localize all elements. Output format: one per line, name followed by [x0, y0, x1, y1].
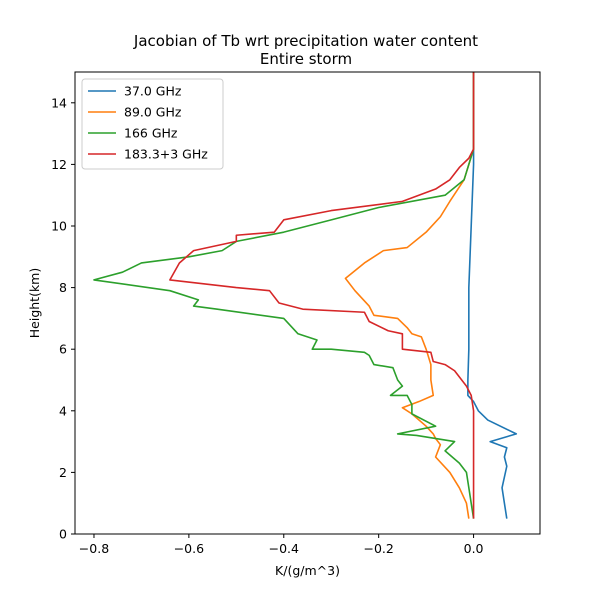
chart-title: Jacobian of Tb wrt precipitation water c… [133, 32, 478, 50]
x-tick-label: −0.2 [363, 541, 393, 556]
x-tick-label: 0.0 [464, 541, 484, 556]
y-tick-label: 2 [59, 465, 67, 480]
y-tick-label: 4 [59, 403, 67, 418]
legend-label-2: 166 GHz [124, 126, 178, 141]
x-tick-label: −0.4 [269, 541, 299, 556]
y-tick-label: 14 [51, 95, 67, 110]
x-axis: −0.8 −0.6 −0.4 −0.2 0.0 [79, 534, 484, 556]
series-line-3 [169, 72, 475, 519]
y-tick-label: 0 [59, 527, 67, 542]
plot-frame [74, 71, 541, 535]
x-tick-label: −0.8 [79, 541, 109, 556]
x-axis-label: K/(g/m^3) [275, 563, 340, 578]
legend-label-3: 183.3+3 GHz [124, 147, 208, 162]
y-axis-label: Height(km) [27, 268, 42, 339]
series-layer [93, 72, 518, 519]
y-tick-label: 8 [59, 280, 67, 295]
legend: 37.0 GHz 89.0 GHz 166 GHz 183.3+3 GHz [81, 78, 224, 170]
legend-label-0: 37.0 GHz [124, 84, 182, 99]
series-line-0 [467, 72, 518, 519]
x-tick-label: −0.6 [174, 541, 204, 556]
y-tick-label: 12 [51, 157, 67, 172]
y-tick-label: 10 [51, 219, 67, 234]
y-axis: 0 2 4 6 8 10 12 14 [51, 95, 75, 542]
legend-box [81, 78, 224, 170]
legend-label-1: 89.0 GHz [124, 105, 182, 120]
y-tick-label: 6 [59, 342, 67, 357]
series-line-1 [344, 72, 475, 519]
chart-subtitle: Entire storm [260, 50, 352, 68]
